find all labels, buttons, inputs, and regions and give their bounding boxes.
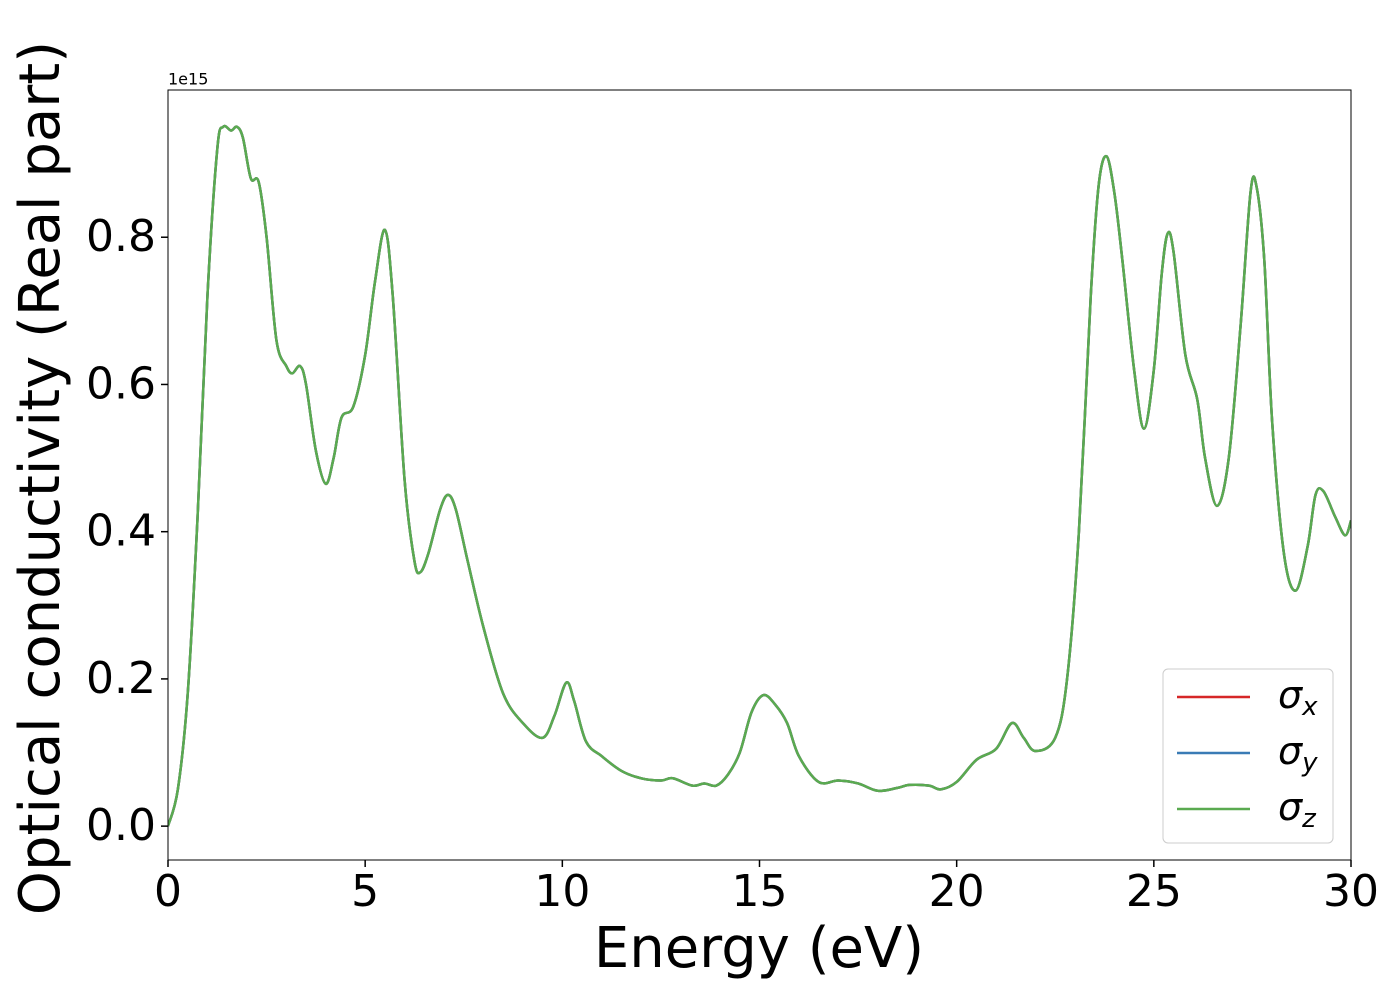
x-tick-label: 0 bbox=[154, 866, 182, 917]
legend-label: σx bbox=[1278, 673, 1318, 722]
legend-label: σz bbox=[1278, 785, 1317, 834]
x-axis-label: Energy (eV) bbox=[594, 916, 924, 981]
y-tick-label: 0.8 bbox=[86, 211, 156, 262]
y-offset-label: 1e15 bbox=[168, 70, 208, 89]
y-tick-label: 0.0 bbox=[86, 800, 156, 851]
x-tick-label: 25 bbox=[1126, 866, 1182, 917]
y-tick-label: 0.2 bbox=[86, 653, 156, 704]
x-tick-label: 10 bbox=[534, 866, 590, 917]
y-axis-label: Optical conductivity (Real part) bbox=[8, 41, 73, 915]
plot-frame bbox=[167, 89, 1352, 861]
x-tick-label: 30 bbox=[1323, 866, 1379, 917]
x-tick-label: 20 bbox=[929, 866, 985, 917]
legend-box bbox=[1162, 668, 1334, 844]
y-tick-label: 0.4 bbox=[86, 506, 156, 557]
x-tick-label: 5 bbox=[351, 866, 379, 917]
legend-label: σy bbox=[1278, 729, 1318, 778]
x-tick-label: 15 bbox=[732, 866, 788, 917]
series-line bbox=[168, 124, 1351, 827]
y-tick-label: 0.6 bbox=[86, 358, 156, 409]
